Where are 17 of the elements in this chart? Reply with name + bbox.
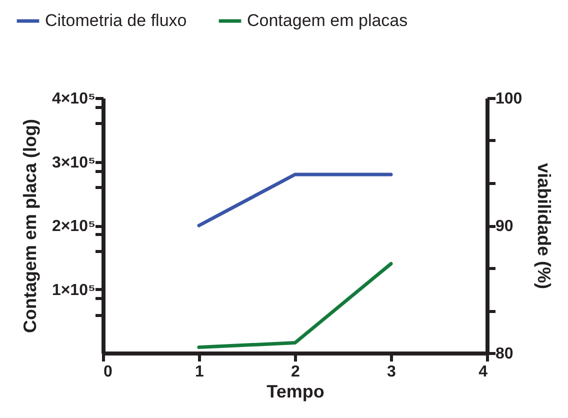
- y-tick-label: 1×10⁵: [52, 282, 96, 299]
- y2-tick-label: 90: [496, 218, 514, 235]
- y-tick-label: 4×10⁵: [52, 90, 96, 108]
- legend-label: Citometria de fluxo: [45, 11, 187, 30]
- x-tick-label: 4: [478, 364, 488, 380]
- x-tick-label: 1: [195, 364, 204, 380]
- x-axis-title: Tempo: [266, 382, 324, 402]
- y-axis-title: Contagem em placa (log): [20, 118, 40, 334]
- x-tick-label: 3: [387, 364, 396, 380]
- x-tick-label: 0: [104, 364, 112, 380]
- x-tick-label: 2: [291, 364, 300, 380]
- legend-label: Contagem em placas: [247, 11, 408, 30]
- y2-tick-label: 80: [496, 346, 514, 362]
- y-tick-label: 2×10⁵: [52, 218, 96, 235]
- y2-tick-label: 100: [496, 90, 522, 108]
- y2-axis-title: viabilidade (%): [534, 162, 554, 290]
- y-tick-label: 3×10⁵: [52, 154, 96, 172]
